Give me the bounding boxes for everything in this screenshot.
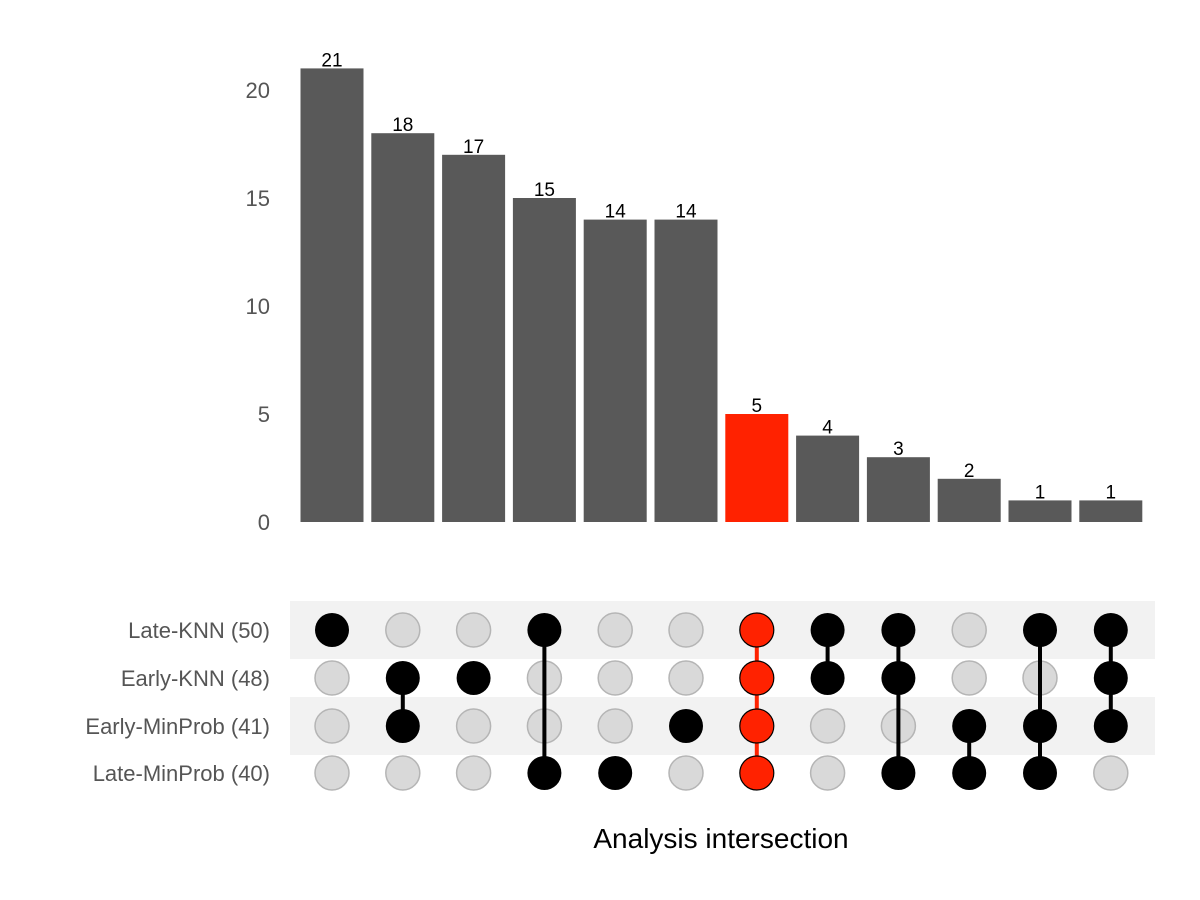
- matrix-dot-inactive: [951, 660, 987, 696]
- bar: [796, 435, 860, 522]
- bar-value-label: 2: [964, 461, 975, 482]
- bar-value-label: 15: [534, 180, 555, 201]
- matrix-dot-inactive: [951, 612, 987, 648]
- matrix-dot-inactive: [668, 755, 704, 791]
- set-labels: Late-KNN (50) Early-KNN (48) Early-MinProb…: [85, 618, 270, 786]
- row-band: [290, 601, 1155, 659]
- bar-value-label: 21: [321, 50, 342, 71]
- matrix-dot-active: [881, 613, 916, 647]
- matrix-dot-active: [739, 612, 775, 648]
- bar: [654, 219, 718, 522]
- matrix-dot-inactive: [385, 755, 421, 791]
- y-tick-label: 10: [246, 294, 270, 319]
- matrix-dot-active: [1023, 613, 1057, 647]
- matrix-dot-active: [669, 709, 703, 743]
- bar-value-label: 17: [463, 137, 484, 158]
- bar: [583, 219, 647, 522]
- matrix-row-bands: [290, 601, 1155, 755]
- matrix-dot-inactive: [314, 660, 350, 696]
- matrix-dot-active: [1093, 613, 1128, 647]
- matrix-dot-inactive: [314, 755, 350, 791]
- set-label: Late-MinProb (40): [93, 761, 270, 786]
- bar-value-label: 3: [893, 439, 904, 460]
- bar-value-label: 1: [1035, 482, 1046, 503]
- bar: [937, 478, 1001, 522]
- matrix-dot-inactive: [385, 612, 421, 648]
- matrix-dot-active: [1093, 709, 1128, 743]
- matrix-dot-inactive: [809, 708, 846, 744]
- matrix-dot-active: [739, 660, 775, 696]
- matrix-dot-active: [527, 756, 562, 790]
- matrix-dot-inactive: [314, 708, 350, 744]
- matrix-dot-active: [810, 661, 845, 695]
- set-label: Early-MinProb (41): [85, 714, 270, 739]
- matrix-dot-inactive: [455, 612, 492, 648]
- y-tick-label: 15: [246, 186, 270, 211]
- bar-value-label: 4: [822, 418, 833, 439]
- bar: [442, 154, 506, 523]
- matrix-dot-active: [385, 709, 420, 743]
- matrix-dot-active: [598, 756, 633, 790]
- bar: [512, 198, 576, 522]
- matrix-dot-inactive: [1093, 755, 1129, 791]
- matrix-dot-active: [1093, 661, 1128, 695]
- y-tick-label: 0: [258, 510, 270, 535]
- matrix-dot-active: [739, 708, 775, 744]
- bar-value-label: 14: [605, 202, 627, 223]
- matrix-dot-inactive: [597, 660, 633, 696]
- set-label: Early-KNN (48): [121, 666, 270, 691]
- bar: [725, 414, 789, 522]
- bar: [866, 457, 930, 522]
- bars: [300, 68, 1143, 523]
- matrix-dot-active: [1023, 709, 1057, 743]
- matrix-dot-active: [315, 613, 349, 647]
- matrix-dot-active: [810, 613, 845, 647]
- matrix-dot-active: [881, 661, 916, 695]
- matrix-dot-active: [881, 756, 916, 790]
- matrix-dot-inactive: [597, 612, 633, 648]
- matrix-dot-active: [527, 613, 562, 647]
- bar: [371, 133, 435, 522]
- matrix-dot-active: [385, 661, 420, 695]
- bar-value-label: 14: [675, 202, 697, 223]
- matrix-dot-inactive: [668, 660, 704, 696]
- set-label: Late-KNN (50): [128, 618, 270, 643]
- matrix-dot-active: [1023, 756, 1057, 790]
- bar-value-label: 18: [392, 115, 413, 136]
- matrix-dot-inactive: [455, 755, 492, 791]
- matrix-dot-inactive: [597, 708, 633, 744]
- matrix-dot-active: [456, 661, 491, 695]
- matrix-dot-active: [739, 755, 775, 791]
- bar-value-label: 1: [1106, 482, 1117, 503]
- row-band: [290, 697, 1155, 755]
- matrix-dot-active: [952, 756, 987, 790]
- matrix-dot-inactive: [668, 612, 704, 648]
- x-axis-title: Analysis intersection: [593, 823, 848, 854]
- matrix-dot-inactive: [455, 708, 492, 744]
- matrix-dot-active: [952, 709, 987, 743]
- bar-value-label: 5: [752, 396, 763, 417]
- y-axis-ticks: 0 5 10 15 20: [246, 78, 270, 535]
- y-tick-label: 5: [258, 402, 270, 427]
- y-tick-label: 20: [246, 78, 270, 103]
- bar: [300, 68, 364, 523]
- bar: [1008, 500, 1072, 522]
- bar: [1079, 500, 1143, 522]
- intersection-matrix: [314, 612, 1129, 791]
- matrix-dot-inactive: [809, 755, 846, 791]
